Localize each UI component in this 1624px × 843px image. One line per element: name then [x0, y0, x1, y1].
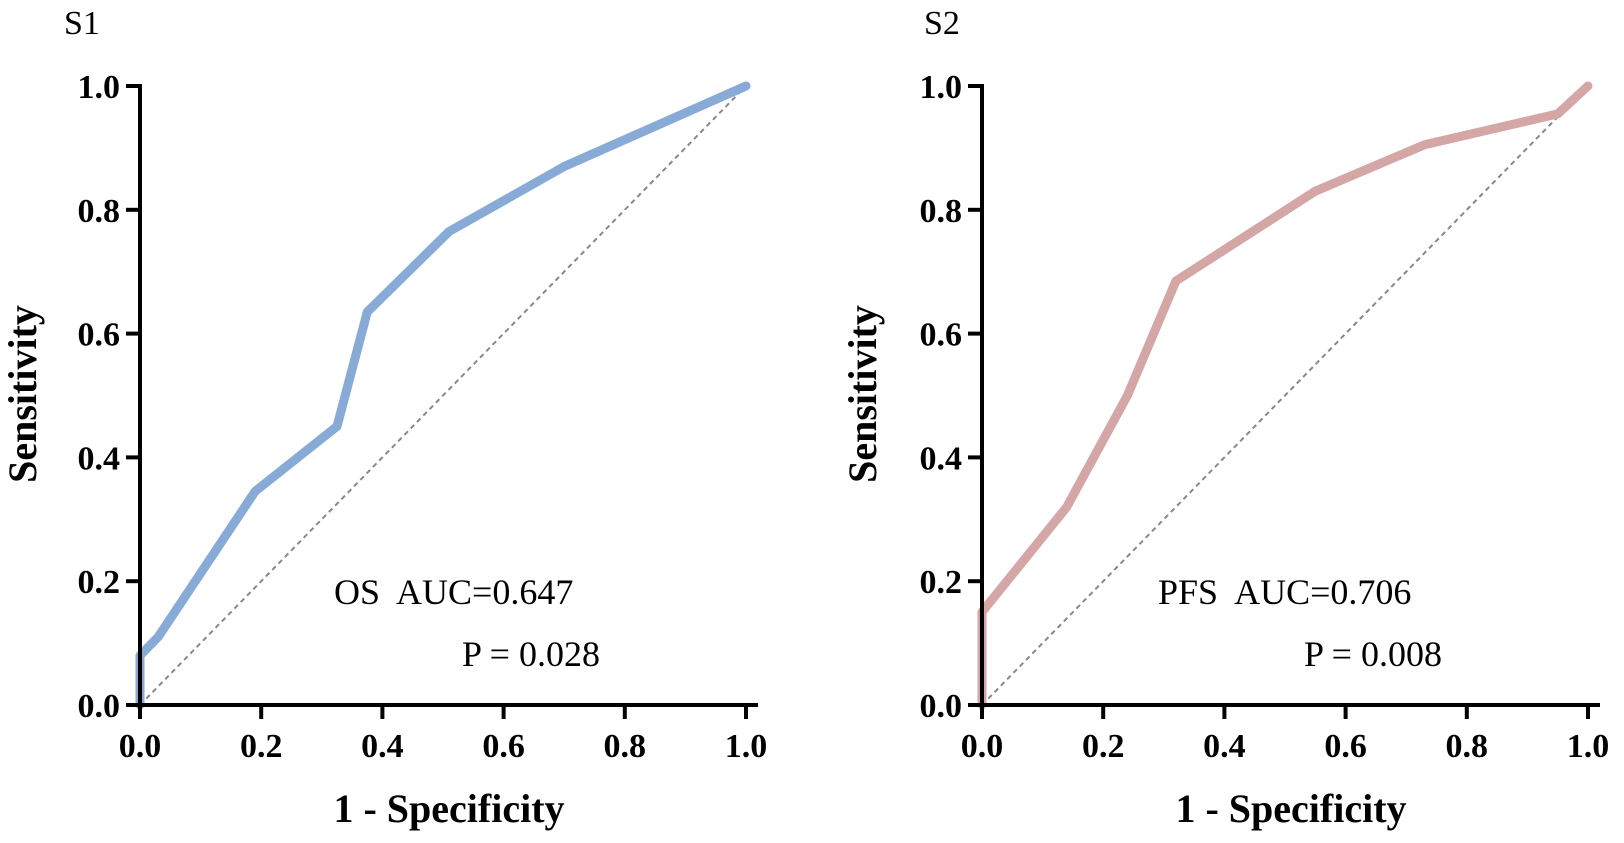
x-tick-label: 0.2	[1082, 728, 1125, 765]
x-axis-title: 1 - Specificity	[333, 786, 564, 831]
x-tick-group: 0.0 0.2 0.4 0.6 0.8 1.0	[961, 705, 1610, 765]
panel-label: S2	[924, 5, 960, 42]
y-tick-label: 1.0	[78, 69, 121, 106]
y-tick-label: 0.8	[78, 193, 121, 230]
x-tick-group: 0.0 0.2 0.4 0.6 0.8 1.0	[119, 705, 768, 765]
y-tick-label: 0.6	[920, 317, 963, 354]
y-tick-label: 1.0	[920, 69, 963, 106]
roc-panel-s1: S1 0.0 0.2 0.4 0.6 0.8 1.0 0.0 0.2 0.4 0.6 0.8 1.0…	[0, 5, 767, 831]
x-tick-label: 0.8	[604, 728, 647, 765]
y-axis-title: Sensitivity	[0, 305, 45, 483]
p-value-annotation: P = 0.028	[462, 634, 600, 674]
panel-label: S1	[64, 5, 100, 42]
auc-annotation: OS AUC=0.647	[334, 572, 573, 612]
roc-curve-os	[135, 81, 751, 710]
y-tick-label: 0.4	[920, 440, 963, 477]
reference-diagonal	[981, 85, 1589, 706]
roc-curve-group	[977, 81, 1593, 710]
y-axis-title: Sensitivity	[840, 305, 885, 483]
x-tick-label: 1.0	[725, 728, 768, 765]
y-tick-label: 0.8	[920, 193, 963, 230]
roc-panel-s2: S2 0.0 0.2 0.4 0.6 0.8 1.0 0.0 0.2 0.4 0.6 0.8 1.0…	[840, 5, 1609, 831]
roc-curve-pfs	[977, 81, 1593, 710]
y-tick-label: 0.2	[920, 564, 963, 601]
y-tick-group: 0.0 0.2 0.4 0.6 0.8 1.0	[78, 69, 140, 725]
y-tick-label: 0.4	[78, 440, 121, 477]
y-tick-label: 0.6	[78, 317, 121, 354]
y-tick-group: 0.0 0.2 0.4 0.6 0.8 1.0	[920, 69, 982, 725]
y-tick-label: 0.0	[78, 688, 121, 725]
x-axis-title: 1 - Specificity	[1175, 786, 1406, 831]
x-tick-label: 0.0	[119, 728, 162, 765]
roc-curve-group	[135, 81, 751, 710]
x-tick-label: 1.0	[1567, 728, 1610, 765]
y-tick-label: 0.2	[78, 564, 121, 601]
x-tick-label: 0.4	[1203, 728, 1246, 765]
x-tick-label: 0.8	[1446, 728, 1489, 765]
x-tick-label: 0.2	[240, 728, 283, 765]
reference-diagonal	[139, 85, 747, 706]
x-tick-label: 0.4	[361, 728, 404, 765]
auc-annotation: PFS AUC=0.706	[1158, 572, 1411, 612]
x-tick-label: 0.6	[1324, 728, 1367, 765]
x-tick-label: 0.0	[961, 728, 1004, 765]
x-tick-label: 0.6	[482, 728, 525, 765]
y-tick-label: 0.0	[920, 688, 963, 725]
p-value-annotation: P = 0.008	[1304, 634, 1442, 674]
